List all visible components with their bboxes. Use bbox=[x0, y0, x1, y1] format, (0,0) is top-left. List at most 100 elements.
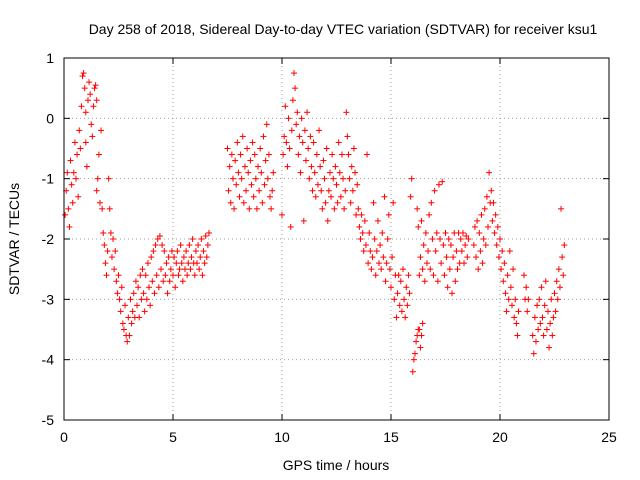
data-point bbox=[477, 248, 484, 255]
y-tick-label: 1 bbox=[46, 50, 54, 66]
data-point bbox=[360, 248, 367, 255]
data-point bbox=[384, 236, 391, 242]
data-point bbox=[170, 272, 176, 279]
data-point bbox=[323, 145, 330, 152]
data-point bbox=[81, 85, 88, 92]
data-point bbox=[361, 217, 368, 224]
data-point bbox=[166, 278, 173, 285]
data-point bbox=[304, 109, 311, 116]
data-point bbox=[286, 145, 293, 152]
data-point bbox=[345, 151, 352, 158]
data-point bbox=[490, 199, 497, 206]
data-point bbox=[435, 181, 442, 188]
y-tick-label: -1 bbox=[42, 171, 55, 187]
data-point bbox=[160, 278, 167, 285]
data-point bbox=[405, 272, 412, 279]
data-point bbox=[234, 139, 241, 146]
data-point bbox=[337, 193, 344, 200]
data-point bbox=[546, 344, 553, 351]
data-point bbox=[233, 181, 240, 188]
data-point bbox=[83, 163, 90, 170]
data-point bbox=[547, 320, 554, 327]
data-point bbox=[505, 296, 512, 303]
data-point bbox=[163, 260, 170, 267]
data-point bbox=[544, 308, 551, 315]
data-point bbox=[507, 284, 514, 291]
data-point bbox=[136, 314, 143, 321]
data-point bbox=[231, 205, 238, 212]
data-point bbox=[192, 248, 199, 255]
x-tick-label: 25 bbox=[601, 429, 617, 445]
data-point bbox=[393, 314, 400, 321]
data-point bbox=[514, 332, 521, 339]
data-point bbox=[225, 187, 232, 194]
data-point bbox=[524, 308, 531, 315]
data-point bbox=[119, 320, 126, 327]
data-point bbox=[106, 205, 113, 212]
data-point bbox=[407, 193, 414, 200]
data-point bbox=[289, 97, 296, 104]
data-point bbox=[302, 157, 309, 164]
data-point bbox=[529, 332, 536, 339]
data-point bbox=[86, 79, 93, 86]
data-point bbox=[111, 266, 118, 273]
data-point bbox=[409, 368, 416, 375]
data-point bbox=[355, 205, 362, 212]
data-point bbox=[118, 284, 125, 291]
data-point bbox=[395, 272, 402, 279]
data-point bbox=[87, 91, 94, 98]
data-point bbox=[314, 181, 321, 188]
data-point bbox=[534, 302, 541, 309]
data-point bbox=[399, 266, 406, 273]
data-point bbox=[475, 266, 482, 273]
x-tick-label: 10 bbox=[274, 429, 290, 445]
data-point bbox=[461, 260, 468, 267]
data-point bbox=[255, 163, 262, 170]
data-point bbox=[241, 163, 248, 170]
y-tick-label: -5 bbox=[42, 412, 55, 428]
data-point bbox=[259, 199, 266, 206]
data-point bbox=[443, 254, 450, 261]
data-point bbox=[391, 296, 398, 303]
data-point bbox=[370, 199, 377, 206]
data-point bbox=[388, 284, 394, 291]
data-point bbox=[334, 199, 341, 206]
data-point bbox=[382, 278, 389, 285]
data-point bbox=[179, 278, 186, 285]
data-point bbox=[268, 205, 275, 212]
data-point bbox=[500, 278, 507, 285]
y-tick-label: -2 bbox=[42, 231, 55, 247]
data-point bbox=[450, 254, 457, 261]
data-point bbox=[193, 260, 200, 267]
data-point bbox=[177, 242, 184, 249]
data-point bbox=[168, 248, 175, 255]
data-point bbox=[202, 232, 209, 239]
data-point bbox=[92, 82, 99, 89]
data-point bbox=[523, 284, 530, 291]
data-point bbox=[251, 151, 258, 158]
data-point bbox=[114, 290, 121, 297]
data-point bbox=[151, 290, 158, 297]
data-point bbox=[132, 278, 139, 285]
data-point bbox=[478, 211, 485, 218]
data-point bbox=[180, 254, 187, 261]
data-point bbox=[317, 163, 324, 170]
data-point bbox=[364, 151, 371, 158]
data-point bbox=[449, 290, 456, 297]
data-point bbox=[158, 266, 165, 273]
data-point bbox=[483, 193, 490, 200]
data-point bbox=[437, 236, 444, 242]
data-point bbox=[333, 181, 340, 188]
data-point bbox=[417, 254, 424, 261]
data-point bbox=[347, 199, 354, 206]
data-point bbox=[525, 296, 532, 303]
chart-title: Day 258 of 2018, Sidereal Day-to-day VTE… bbox=[89, 21, 598, 37]
data-point bbox=[359, 229, 366, 236]
data-point bbox=[426, 211, 433, 218]
data-point bbox=[362, 242, 369, 249]
data-point bbox=[281, 133, 288, 140]
data-point bbox=[419, 320, 426, 327]
data-point bbox=[486, 169, 493, 176]
x-tick-label: 0 bbox=[60, 429, 68, 445]
